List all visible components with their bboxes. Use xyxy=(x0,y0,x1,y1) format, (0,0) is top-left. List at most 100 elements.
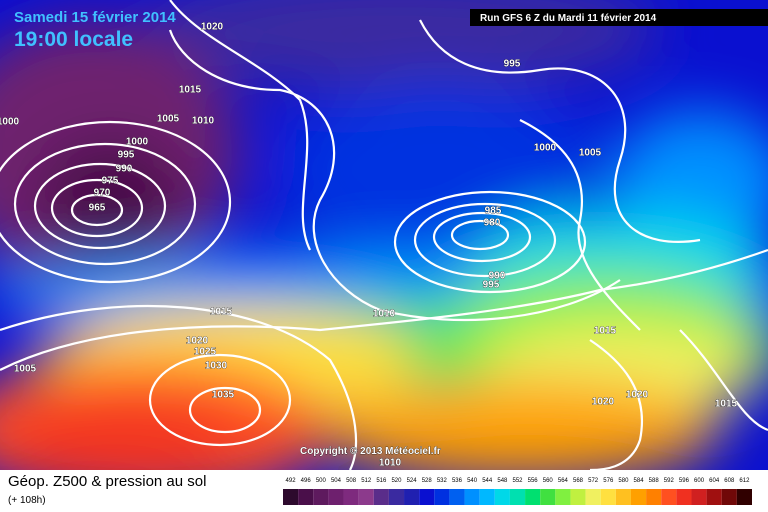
time: 19:00 locale xyxy=(14,28,133,51)
isobar-label: 1015 xyxy=(179,85,202,96)
colorbar-label: 576 xyxy=(603,478,614,484)
colorbar-swatch xyxy=(661,489,677,505)
footer-title: Géop. Z500 & pression au sol xyxy=(8,473,206,490)
colorbar-swatch xyxy=(555,489,571,505)
isobar-label: 1020 xyxy=(186,336,209,347)
colorbar-label: 600 xyxy=(694,478,705,484)
isobar-label: 1025 xyxy=(194,347,217,358)
colorbar-label: 524 xyxy=(407,478,418,484)
lead-time: (+ 108h) xyxy=(8,495,46,506)
isobar-label: 985 xyxy=(485,206,502,217)
colorbar-swatch xyxy=(525,489,541,505)
isobar-label: 970 xyxy=(94,188,111,199)
copyright: Copyright © 2013 Météociel.fr xyxy=(300,446,441,457)
isobars xyxy=(0,0,768,470)
colorbar-swatch xyxy=(615,489,631,505)
colorbar-swatch xyxy=(540,489,556,505)
colorbar-label: 580 xyxy=(618,478,629,484)
colorbar-label: 572 xyxy=(588,478,599,484)
colorbar-swatch xyxy=(479,489,495,505)
colorbar-swatch xyxy=(343,489,359,505)
colorbar-swatch xyxy=(464,489,480,505)
colorbar-swatch xyxy=(585,489,601,505)
colorbar-label: 528 xyxy=(422,478,433,484)
colorbar-label: 592 xyxy=(664,478,675,484)
colorbar-label: 568 xyxy=(573,478,584,484)
isobar-label: 1020 xyxy=(201,22,224,33)
colorbar-label: 532 xyxy=(437,478,448,484)
isobar-label: 1035 xyxy=(212,390,235,401)
colorbar-label: 612 xyxy=(739,478,750,484)
date: Samedi 15 février 2014 xyxy=(14,9,176,26)
colorbar-swatch xyxy=(298,489,314,505)
colorbar-swatch xyxy=(600,489,616,505)
colorbar-swatch xyxy=(736,489,752,505)
colorbar-swatch xyxy=(373,489,389,505)
colorbar-swatch xyxy=(676,489,692,505)
colorbar-swatch xyxy=(313,489,329,505)
isobar-label: 990 xyxy=(116,164,133,175)
isobar-label: 990 xyxy=(489,271,506,282)
colorbar-swatch xyxy=(283,489,299,505)
colorbar-label: 500 xyxy=(316,478,327,484)
colorbar-label: 516 xyxy=(376,478,387,484)
colorbar-label: 512 xyxy=(361,478,372,484)
colorbar-swatch xyxy=(388,489,405,505)
colorbar-label: 504 xyxy=(331,478,342,484)
colorbar-label: 556 xyxy=(528,478,539,484)
colorbar-swatch xyxy=(509,489,526,505)
colorbar-swatch xyxy=(570,489,586,505)
colorbar-label: 544 xyxy=(482,478,493,484)
colorbar-swatch xyxy=(358,489,374,505)
isobar-label: 1015 xyxy=(594,326,617,337)
colorbar-label: 564 xyxy=(558,478,569,484)
colorbar-swatch xyxy=(434,489,450,505)
isobar-label: 1005 xyxy=(157,114,180,125)
colorbar-label: 552 xyxy=(512,478,523,484)
isobar-label: 1015 xyxy=(210,307,233,318)
colorbar-swatch xyxy=(404,489,420,505)
isobar-label: 1010 xyxy=(192,116,215,127)
isobar-label: 1020 xyxy=(626,390,649,401)
colorbar-swatch xyxy=(646,489,662,505)
colorbar-label: 548 xyxy=(497,478,508,484)
colorbar-label: 608 xyxy=(724,478,735,484)
colorbar-label: 492 xyxy=(286,478,297,484)
isobar-label: 995 xyxy=(118,150,135,161)
colorbar-label: 604 xyxy=(709,478,720,484)
colorbar-label: 540 xyxy=(467,478,478,484)
isobar-label: 995 xyxy=(504,59,521,70)
isobar-label: 1000 xyxy=(126,137,149,148)
colorbar-label: 588 xyxy=(649,478,660,484)
isobar-label: 1000 xyxy=(0,117,20,128)
isobar-label: 1015 xyxy=(715,399,738,410)
colorbar-label: 536 xyxy=(452,478,463,484)
colorbar-swatch xyxy=(721,489,737,505)
run-info: Run GFS 6 Z du Mardi 11 février 2014 xyxy=(480,13,657,24)
colorbar-swatch xyxy=(494,489,510,505)
colorbar-label: 508 xyxy=(346,478,357,484)
isobar-label: 1020 xyxy=(592,397,615,408)
isobar-label: 980 xyxy=(484,218,501,229)
isobar-label: 1030 xyxy=(205,361,228,372)
isobar-label: 1005 xyxy=(579,148,602,159)
isobar-label: 975 xyxy=(102,176,119,187)
colorbar-label: 596 xyxy=(679,478,690,484)
isobar-label: 965 xyxy=(89,203,106,214)
isobar-label: 1010 xyxy=(379,458,402,469)
field xyxy=(0,0,768,470)
isobar-label: 1010 xyxy=(373,309,396,320)
colorbar-label: 496 xyxy=(301,478,312,484)
colorbar-swatch xyxy=(328,489,344,505)
isobar-label: 995 xyxy=(483,280,500,291)
colorbar-label: 520 xyxy=(391,478,402,484)
colorbar-swatch xyxy=(449,489,465,505)
run-box xyxy=(470,9,768,26)
colorbar-swatch xyxy=(691,489,707,505)
colorbar-swatch xyxy=(419,489,435,505)
colorbar-swatch xyxy=(630,489,647,505)
colorbar-label: 560 xyxy=(543,478,554,484)
isobar-label: 1005 xyxy=(14,364,37,375)
colorbar-swatch xyxy=(706,489,722,505)
